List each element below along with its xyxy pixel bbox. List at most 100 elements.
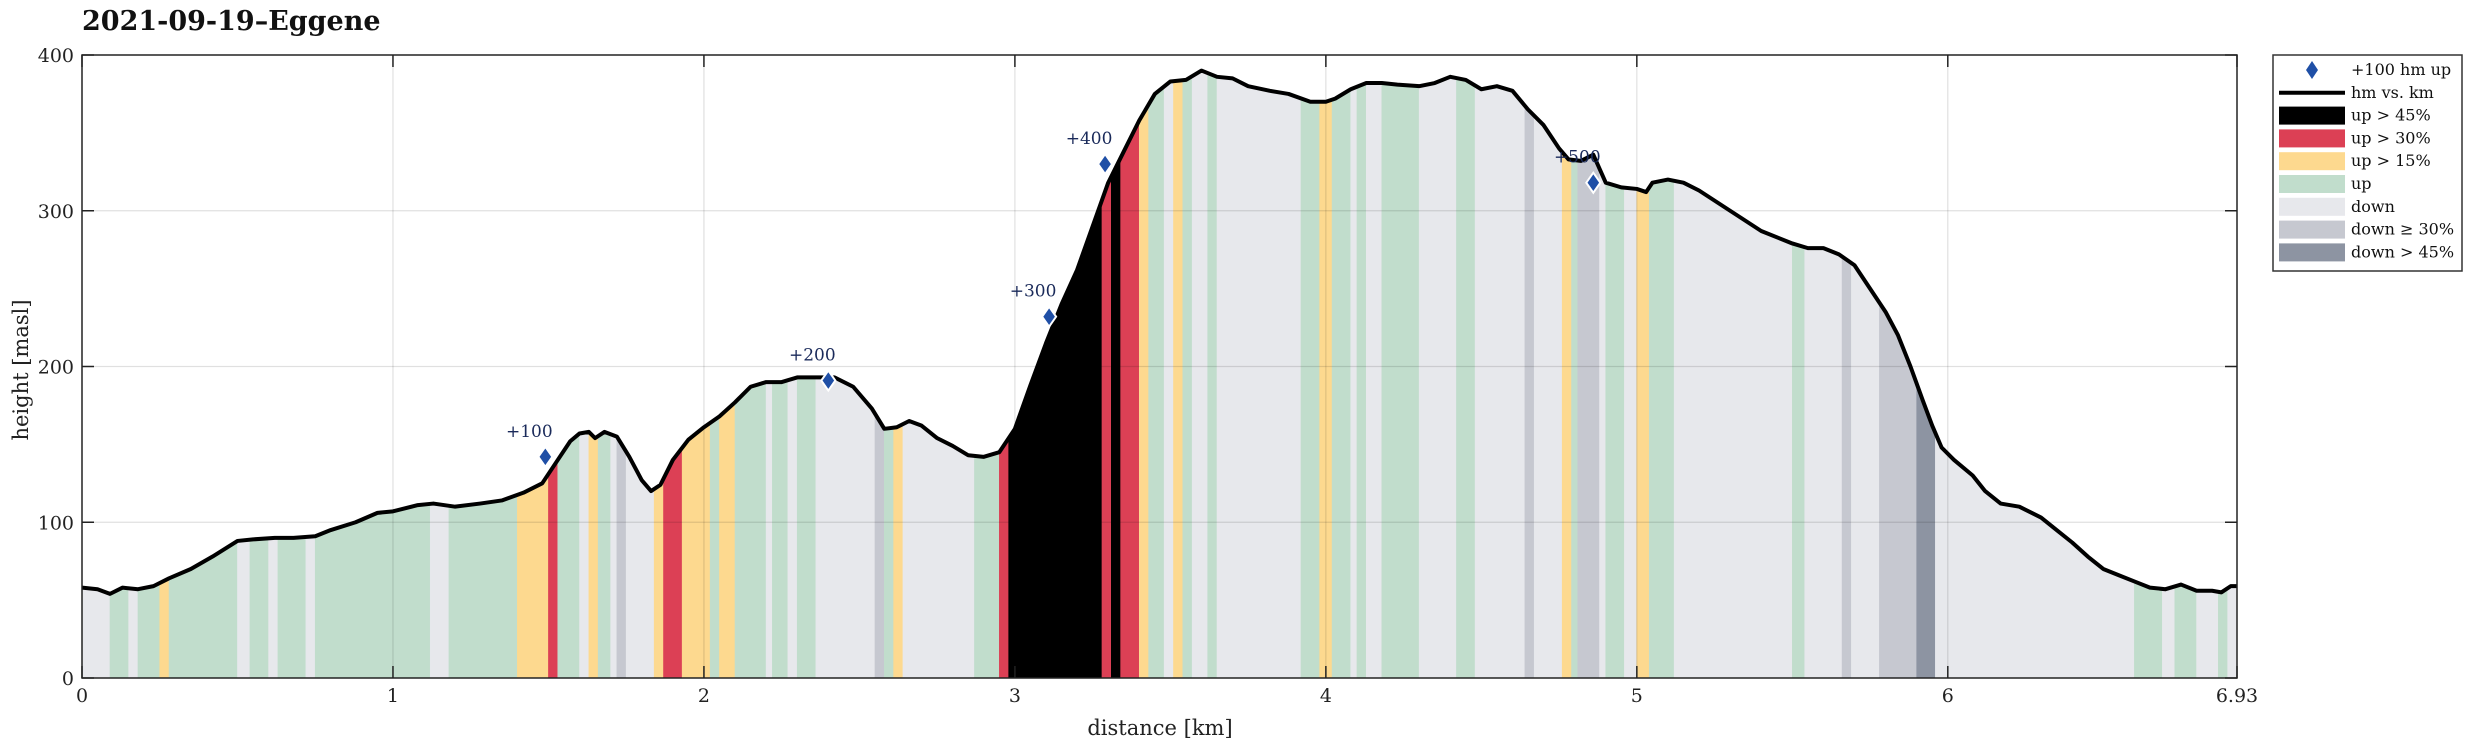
axis-ticks: 0 1 2 3 4 5 6 6.93 0 100 200 300 400 (38, 45, 2258, 707)
elevation-markers: +100 +200 +300 +400 +500 (506, 129, 1602, 469)
band-down (1533, 115, 1563, 679)
band-down-ge-30 (1577, 154, 1600, 679)
band-down-ge-30 (1841, 255, 1852, 679)
legend: +100 hm up hm vs. km up > 45% up > 30% up > … (2272, 54, 2463, 272)
band-up (2174, 584, 2197, 679)
y-tick-label: 0 (62, 668, 74, 690)
band-up (1331, 88, 1352, 679)
band-up (2134, 580, 2163, 679)
band-up (883, 427, 894, 679)
band-down (237, 539, 251, 679)
legend-swatch-up-gt-15 (2279, 152, 2345, 171)
band-down (1851, 262, 1880, 679)
band-up-gt-15 (1173, 79, 1184, 679)
band-down (128, 587, 139, 679)
band-up (1571, 159, 1579, 679)
elevation-marker-label: +400 (1066, 129, 1113, 149)
band-down (1418, 76, 1457, 679)
band-down (305, 535, 316, 679)
band-down (815, 377, 876, 679)
legend-label: down > 45% (2351, 242, 2454, 261)
elevation-marker-label: +300 (1010, 282, 1057, 302)
band-up (772, 379, 789, 679)
band-down (1365, 82, 1383, 679)
legend-label: down ≥ 30% (2351, 220, 2454, 239)
band-up (597, 431, 611, 679)
elevation-marker-label: +200 (789, 346, 836, 366)
band-up-gt-15 (681, 422, 711, 679)
elevation-marker (537, 445, 554, 469)
band-up (709, 415, 720, 679)
band-down (1216, 76, 1302, 679)
elevation-marker-label: +100 (506, 422, 553, 442)
band-down (1191, 70, 1208, 679)
band-up (109, 587, 129, 679)
band-up-gt-30 (548, 458, 559, 679)
band-up-gt-15 (1138, 103, 1149, 679)
band-up (1300, 97, 1320, 679)
band-up (249, 537, 269, 679)
y-tick-label: 400 (38, 45, 74, 67)
band-up-gt-15 (159, 577, 170, 679)
band-down (429, 503, 450, 679)
band-up (1648, 179, 1675, 679)
y-tick-label: 100 (38, 512, 74, 534)
band-down-ge-30 (874, 412, 885, 679)
x-axis-label: distance [km] (1087, 716, 1232, 740)
x-tick-label: 2 (698, 685, 710, 707)
band-down (1673, 180, 1793, 679)
elevation-marker (1040, 304, 1058, 329)
band-up-gt-30 (999, 437, 1009, 679)
band-down (2196, 590, 2219, 679)
band-up (1456, 77, 1476, 679)
band-down (625, 450, 655, 679)
x-tick-label: 6 (1942, 685, 1954, 707)
band-up (137, 582, 161, 679)
elevation-marker-label: +500 (1554, 148, 1601, 168)
legend-swatch-down-ge-30 (2279, 220, 2345, 239)
legend-swatch-down (2279, 197, 2345, 216)
band-down (2162, 586, 2176, 679)
band-up-gt-15 (719, 401, 736, 679)
legend-label: up > 45% (2351, 106, 2431, 125)
x-tick-label: 1 (387, 685, 399, 707)
band-up-gt-15 (517, 472, 549, 679)
band-down-ge-30 (1879, 301, 1917, 679)
elevation-marker (1585, 170, 1602, 195)
legend-swatch-up-gt-30 (2279, 129, 2345, 148)
band-down (579, 431, 590, 679)
y-axis-label: height [masl] (9, 299, 33, 440)
band-up (1148, 85, 1165, 679)
band-up-gt-30 (1120, 120, 1140, 679)
band-down (268, 537, 279, 679)
band-up (2218, 587, 2228, 679)
legend-label: up (2351, 174, 2372, 193)
plot-area: +100 +200 +300 +400 +500 0 1 2 3 4 5 6 6.93 0 100 200 3… (38, 45, 2258, 707)
y-tick-label: 300 (38, 201, 74, 223)
band-up-gt-15 (1561, 151, 1572, 679)
band-up-gt-45 (1111, 157, 1121, 679)
x-tick-label: 3 (1009, 685, 1021, 707)
band-down (2227, 585, 2238, 679)
band-up-gt-45 (1008, 200, 1103, 679)
band-up (734, 381, 767, 679)
band-up-gt-30 (663, 446, 683, 679)
band-up-gt-15 (1636, 186, 1650, 679)
gridlines (82, 55, 2237, 678)
band-down (1474, 85, 1526, 679)
band-up (1207, 72, 1218, 679)
band-down (765, 381, 773, 679)
elevation-marker (820, 368, 837, 393)
legend-label: up > 15% (2351, 151, 2431, 170)
band-up (277, 536, 307, 679)
band-down (1163, 80, 1174, 679)
band-up (1605, 182, 1625, 679)
band-down (902, 420, 975, 679)
band-up (557, 432, 580, 679)
band-up-gt-15 (588, 431, 599, 679)
band-up (1356, 82, 1367, 679)
band-down (1599, 168, 1607, 679)
y-tick-label: 200 (38, 357, 74, 379)
band-down (81, 587, 111, 679)
